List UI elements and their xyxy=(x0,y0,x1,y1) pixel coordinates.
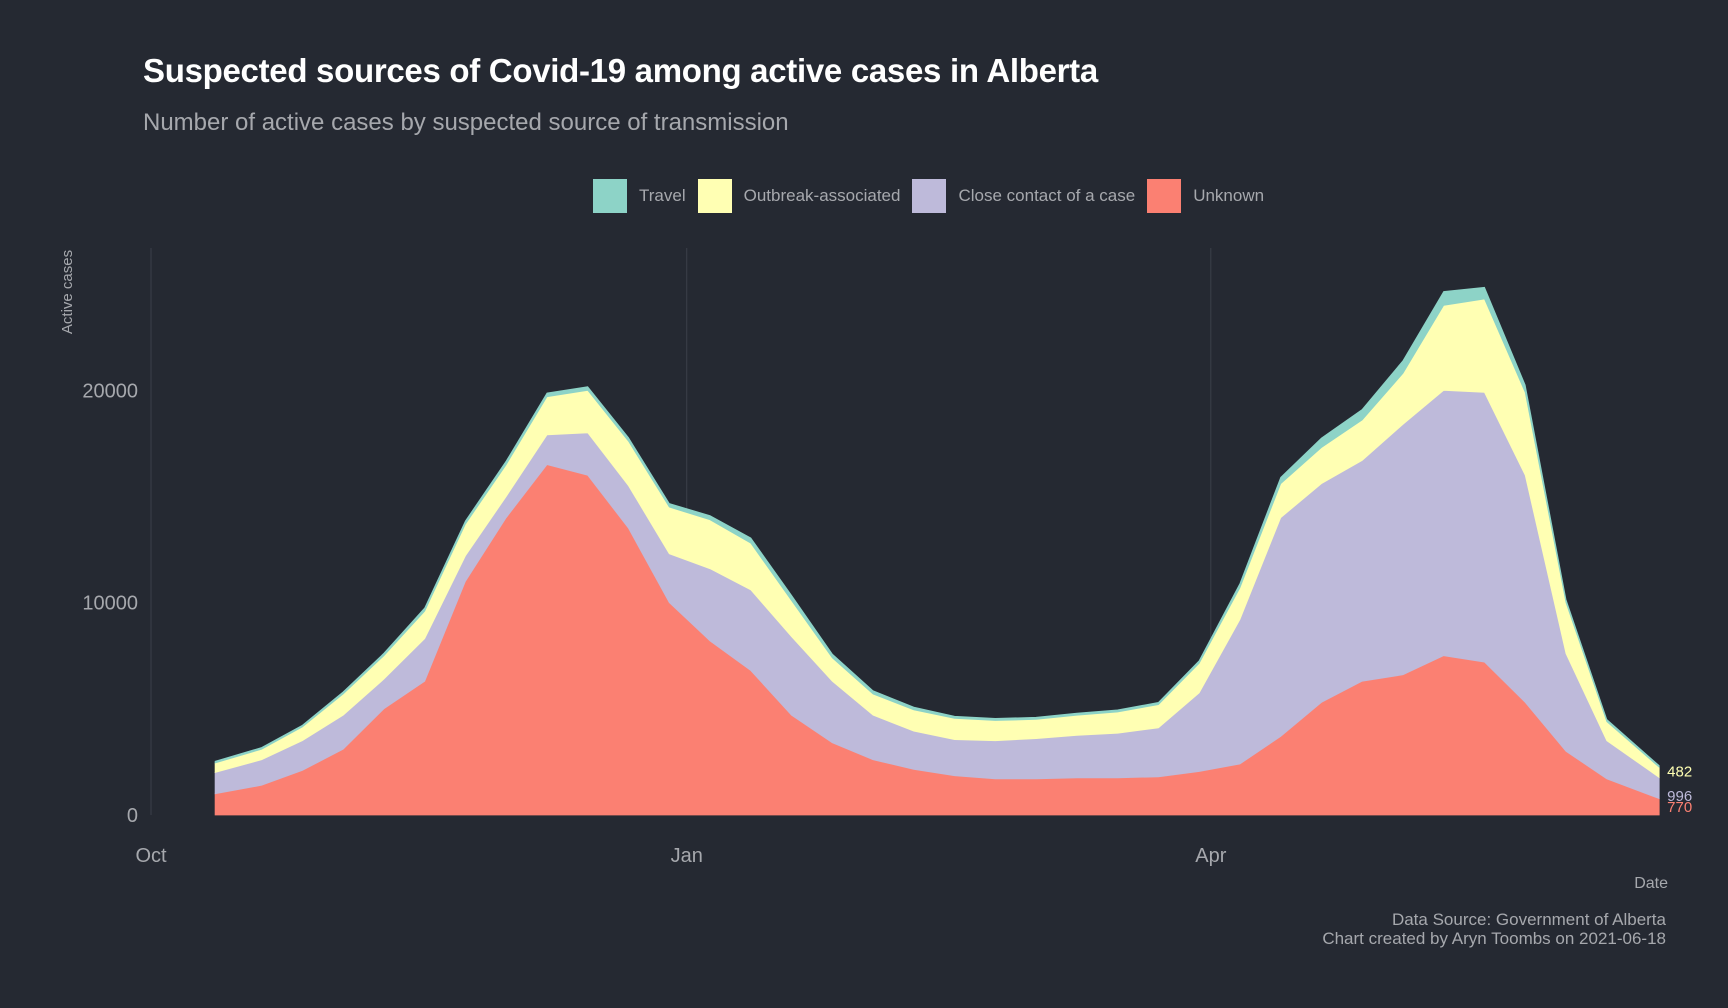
legend-swatch-outbreak xyxy=(697,179,732,213)
y-tick-label-20000: 20000 xyxy=(82,380,138,402)
legend-swatch-close-contact xyxy=(912,179,947,213)
x-tick-label-jan: Jan xyxy=(671,845,703,867)
x-tick-label-apr: Apr xyxy=(1195,845,1226,867)
legend-item-unknown: Unknown xyxy=(1147,179,1264,213)
area-travel xyxy=(214,286,1660,769)
end-label-close-contact-of-a-case: 996 xyxy=(1667,788,1692,805)
legend-label-travel: Travel xyxy=(639,186,686,205)
y-axis-title: Active cases xyxy=(59,250,76,334)
legend-label-unknown: Unknown xyxy=(1193,186,1265,205)
legend-swatch-travel xyxy=(593,179,627,213)
chart-title: Suspected sources of Covid-19 among acti… xyxy=(143,52,1098,89)
legend-item-travel: Travel xyxy=(593,179,686,213)
legend: Travel Outbreak-associated Close contact… xyxy=(593,179,1276,213)
x-tick-label-oct: Oct xyxy=(135,845,167,867)
end-label-unknown: 770 xyxy=(1667,799,1692,816)
legend-label-close-contact: Close contact of a case xyxy=(958,186,1136,205)
y-tick-label-0: 0 xyxy=(127,805,138,827)
chart-subtitle: Number of active cases by suspected sour… xyxy=(143,109,789,136)
end-label-outbreak-associated: 482 xyxy=(1667,763,1692,780)
caption-data-source: Data Source: Government of Alberta xyxy=(1391,910,1666,929)
legend-item-close-contact: Close contact of a case xyxy=(912,179,1135,213)
x-axis-title: Date xyxy=(1634,875,1668,892)
legend-swatch-unknown xyxy=(1147,179,1182,213)
caption-created-by: Chart created by Aryn Toombs on 2021-06-… xyxy=(1322,929,1666,948)
legend-label-outbreak: Outbreak-associated xyxy=(743,186,901,205)
legend-item-outbreak: Outbreak-associated xyxy=(697,179,901,213)
y-tick-label-10000: 10000 xyxy=(82,593,138,615)
